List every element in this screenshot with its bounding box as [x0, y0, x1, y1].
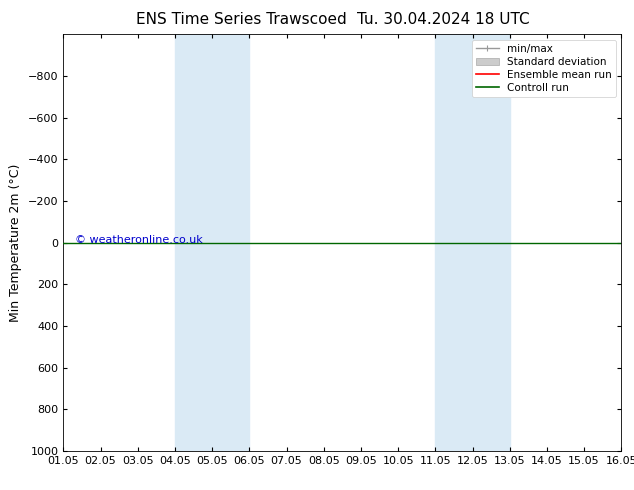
Y-axis label: Min Temperature 2m (°C): Min Temperature 2m (°C): [10, 163, 22, 322]
Text: Tu. 30.04.2024 18 UTC: Tu. 30.04.2024 18 UTC: [358, 12, 530, 27]
Bar: [436, 34, 510, 451]
Text: © weatheronline.co.uk: © weatheronline.co.uk: [75, 236, 202, 245]
Bar: [175, 34, 249, 451]
Text: ENS Time Series Trawscoed: ENS Time Series Trawscoed: [136, 12, 346, 27]
Legend: min/max, Standard deviation, Ensemble mean run, Controll run: min/max, Standard deviation, Ensemble me…: [472, 40, 616, 97]
